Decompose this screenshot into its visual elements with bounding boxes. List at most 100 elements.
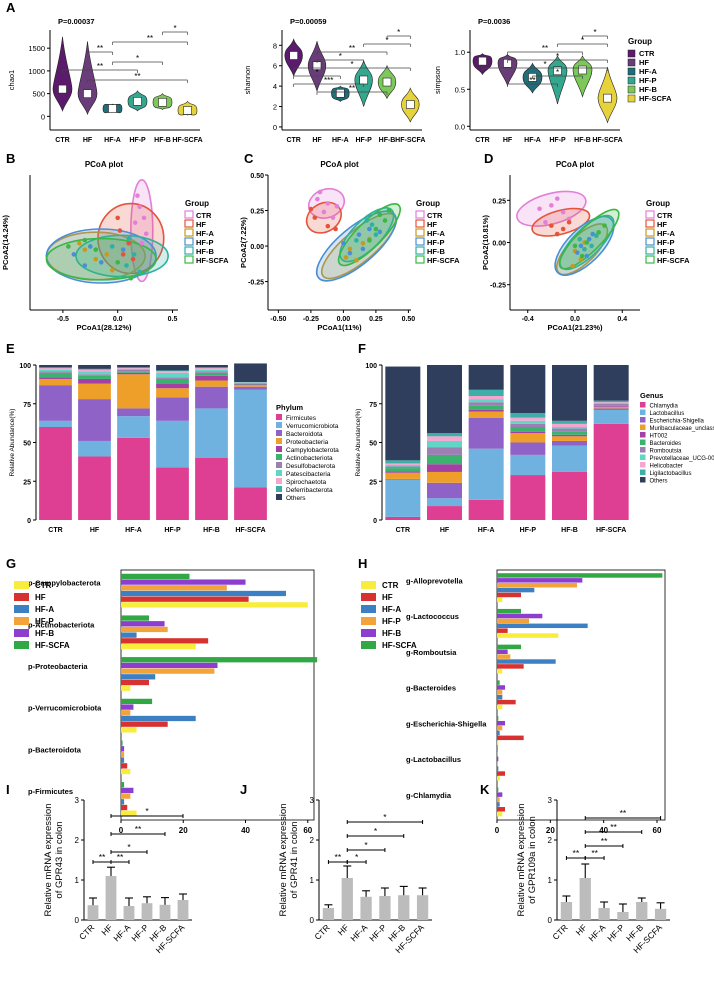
pcoa-point xyxy=(137,269,142,275)
stack-segment xyxy=(385,478,421,480)
stack-segment xyxy=(552,440,587,446)
hbar-x-tick-label: 60 xyxy=(303,826,312,835)
hbar-legend-label: HF-A xyxy=(35,605,54,614)
violin-x-tick-label: HF-A xyxy=(332,137,349,144)
panel-label-G: G xyxy=(6,556,16,571)
hbar-bar xyxy=(121,763,128,769)
sig-star: *** xyxy=(324,76,333,85)
pcoa-legend-swatch xyxy=(415,228,425,237)
pcoa-point xyxy=(82,247,88,252)
pcoa-legend-title: Group xyxy=(646,199,670,208)
stack-segment xyxy=(39,377,72,379)
expr-sig-star: * xyxy=(355,852,359,862)
stack-segment xyxy=(510,365,546,414)
stack-segment xyxy=(39,372,72,378)
hbar-category-label: g-Romboutsia xyxy=(406,648,457,657)
stack-segment xyxy=(593,408,629,410)
group-legend-label: HF-SCFA xyxy=(639,94,672,103)
violin-y-tick-label: 1.0 xyxy=(455,48,465,57)
expr-sig-star: ** xyxy=(610,822,617,832)
pcoa-point xyxy=(66,244,71,249)
expr-sig-star: ** xyxy=(601,836,608,846)
stack-segment xyxy=(195,367,228,369)
stack-segment xyxy=(552,431,587,435)
expr-bar xyxy=(105,876,117,920)
stack-segment xyxy=(593,406,629,409)
pcoa-legend-swatch xyxy=(184,219,194,228)
pcoa-point xyxy=(554,231,560,237)
hbar-x-tick-label: 20 xyxy=(179,826,188,835)
hbar-bar xyxy=(121,590,286,597)
stack-segment xyxy=(468,411,504,418)
hbar-bar xyxy=(121,674,156,680)
stack-legend-title: Genus xyxy=(640,391,663,400)
stack-segment xyxy=(593,405,629,407)
stack-segment xyxy=(156,377,189,379)
pcoa-x-tick-label: -0.50 xyxy=(270,316,286,323)
stack-x-tick-label: HF-SCFA xyxy=(596,527,626,534)
stack-segment xyxy=(510,454,546,476)
violin-y-tick-label: 6 xyxy=(273,62,277,71)
group-legend-label: HF-A xyxy=(639,67,657,76)
pcoa-point xyxy=(317,189,323,195)
hbar-bar xyxy=(497,787,499,792)
expr-sig-star: ** xyxy=(335,852,342,862)
violin-x-tick-label: HF xyxy=(83,137,93,144)
hbar-bar xyxy=(121,657,318,663)
violin-box xyxy=(133,97,142,106)
hbar-legend-label: HF-B xyxy=(35,629,54,638)
stack-legend-swatch xyxy=(640,409,646,415)
hbar-legend-label: HF-P xyxy=(382,617,401,626)
pcoa-point xyxy=(364,218,370,223)
stack-segment xyxy=(195,380,228,387)
sig-star: * xyxy=(136,54,139,63)
hbar-bar xyxy=(121,757,125,763)
expr-y-label: Relative mRNA expression xyxy=(278,804,289,917)
hbar-legend-swatch xyxy=(14,593,29,601)
violin-y-tick-label: 0.5 xyxy=(455,85,465,94)
stack-segment xyxy=(78,375,111,379)
violin-x-tick-label: HF-B xyxy=(154,137,171,144)
stack-x-tick-label: HF-P xyxy=(164,527,181,534)
pcoa-point xyxy=(117,228,123,233)
stack-legend-label: Romboutsia xyxy=(650,449,683,455)
pcoa-legend-swatch xyxy=(415,237,425,246)
hbar-bar xyxy=(497,669,503,674)
stack-segment xyxy=(39,368,72,370)
hbar-bar xyxy=(497,811,503,817)
violin-x-tick-label: CTR xyxy=(475,137,489,144)
pcoa-point xyxy=(131,252,137,257)
stack-x-tick-label: HF xyxy=(440,527,450,534)
hbar-category-label: g-Lactobacillus xyxy=(406,755,461,764)
expr-bar xyxy=(322,908,335,920)
hbar-legend-swatch xyxy=(14,617,29,625)
pcoa-point xyxy=(77,240,82,246)
violin-box xyxy=(503,59,512,68)
stack-x-tick-label: CTR xyxy=(48,527,62,534)
expr-y-tick-label: 3 xyxy=(310,796,315,805)
hbar-bar xyxy=(497,649,508,655)
stack-legend-label: Ligilactobacillus xyxy=(650,471,692,477)
hbar-category-label: p-Campylobacterota xyxy=(28,579,101,588)
hbar-bar xyxy=(497,797,500,802)
pcoa-point xyxy=(570,263,575,269)
pcoa-point xyxy=(584,240,590,245)
pcoa-point xyxy=(82,237,88,243)
group-legend-label: CTR xyxy=(639,49,655,58)
violin-x-tick-label: HF xyxy=(312,137,322,144)
pcoa-x-label: PCoA1(28.12%) xyxy=(76,323,132,332)
violin-x-tick-label: HF-A xyxy=(104,137,121,144)
stack-x-tick-label: HF-A xyxy=(478,527,495,534)
hbar-legend-label: HF xyxy=(382,593,393,602)
group-legend-swatch xyxy=(627,94,636,103)
stack-segment xyxy=(385,464,421,467)
stack-segment xyxy=(234,386,267,390)
stack-segment xyxy=(156,370,189,372)
stack-segment xyxy=(117,372,150,375)
pcoa-x-tick-label: 0.5 xyxy=(168,316,178,323)
pcoa-legend-swatch xyxy=(184,246,194,255)
pcoa-point xyxy=(377,229,383,235)
stack-legend-swatch xyxy=(640,462,646,468)
hbar-bar xyxy=(121,596,249,602)
expr-bar xyxy=(141,903,153,920)
